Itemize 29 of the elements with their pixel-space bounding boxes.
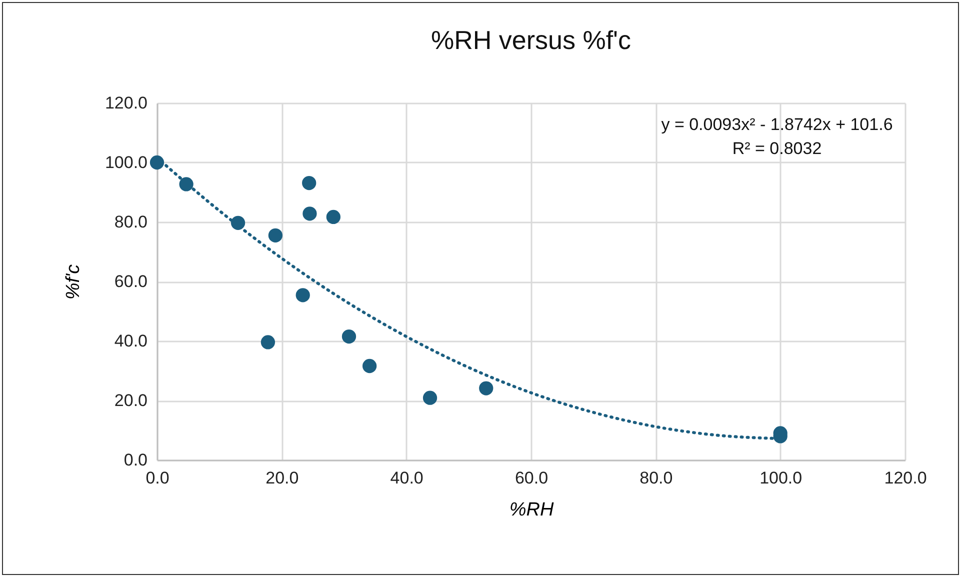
- point: [422, 390, 438, 405]
- x-tick-label: 0.0: [146, 468, 170, 488]
- x-tick-label: 120.0: [884, 468, 927, 488]
- point: [302, 206, 317, 221]
- annotation: R² = 0.8032: [732, 139, 822, 158]
- point: [268, 228, 283, 242]
- point: [302, 176, 316, 190]
- x-tick-label: 20.0: [266, 468, 299, 488]
- chart-title: %RH versus %f'c: [430, 25, 632, 55]
- point: [479, 381, 494, 396]
- x-tick-label: 40.0: [390, 468, 424, 488]
- y-tick-label: 120.0: [104, 94, 148, 112]
- point: [342, 329, 356, 344]
- y-tick-label: 0.0: [124, 450, 148, 470]
- y-tick-label: 40.0: [114, 332, 148, 350]
- x-tick-label: 60.0: [514, 468, 548, 488]
- x-tick-label: 100.0: [760, 468, 802, 488]
- x-axis-title: %RH: [509, 500, 554, 520]
- point: [296, 288, 310, 302]
- x-tick-label: 80.0: [640, 468, 673, 488]
- y-tick-label: 60.0: [114, 272, 148, 291]
- point: [260, 335, 276, 350]
- y-tick-label: 100.0: [104, 153, 148, 172]
- y-tick-label: 80.0: [114, 212, 148, 232]
- point: [326, 210, 340, 224]
- y-tick-label: 20.0: [114, 391, 148, 410]
- annotation: y = 0.0093x² - 1.8742x + 101.6: [661, 115, 893, 134]
- y-axis-title: %f'c: [62, 264, 84, 300]
- point: [362, 358, 377, 374]
